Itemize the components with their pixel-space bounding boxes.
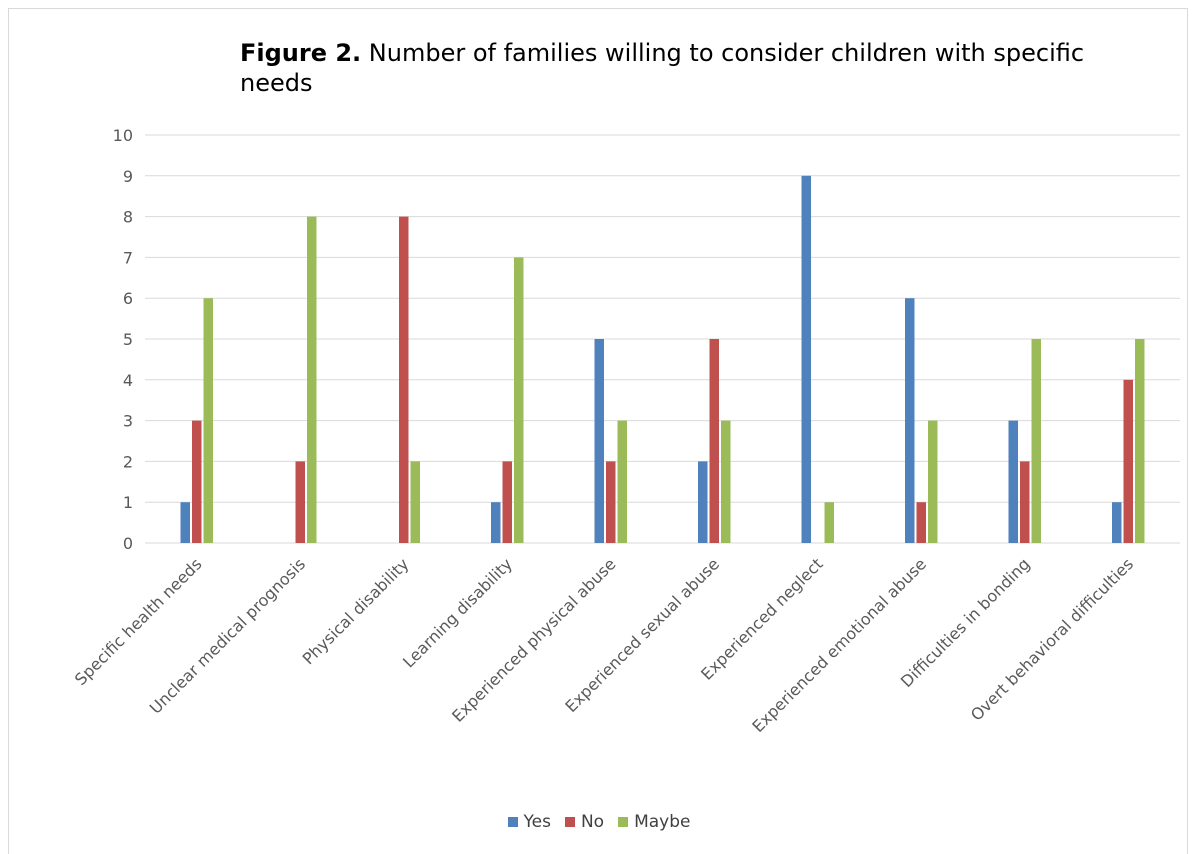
bar-maybe <box>1031 339 1041 543</box>
bar-no <box>709 339 719 543</box>
legend-item-yes: Yes <box>507 812 551 832</box>
bar-no <box>399 216 409 543</box>
bar-yes <box>1112 502 1122 543</box>
bar-maybe <box>721 420 731 543</box>
y-tick-label: 8 <box>123 208 133 227</box>
gridlines <box>145 134 1180 544</box>
x-tick-label: Physical disability <box>299 554 413 668</box>
legend-swatch-no <box>564 817 575 827</box>
bar-yes <box>698 461 708 543</box>
bar-yes <box>180 502 190 543</box>
x-tick-label: Overt behavioral difficulties <box>967 554 1137 724</box>
y-tick-label: 9 <box>123 167 133 186</box>
legend-item-maybe: Maybe <box>618 812 690 832</box>
bar-yes <box>801 175 811 544</box>
y-tick-label: 3 <box>123 412 133 431</box>
y-tick-label: 0 <box>123 534 133 553</box>
y-tick-label: 1 <box>123 493 133 512</box>
bar-no <box>606 461 616 543</box>
bar-maybe <box>617 420 627 543</box>
bar-no <box>1123 379 1133 543</box>
bar-no <box>502 461 512 543</box>
legend-swatch-maybe <box>618 817 629 827</box>
bar-maybe <box>928 420 938 543</box>
bar-yes <box>905 298 915 543</box>
legend-label-maybe: Maybe <box>634 812 691 832</box>
x-tick-label: Experienced emotional abuse <box>748 554 930 736</box>
bar-maybe <box>1135 339 1145 543</box>
y-tick-label: 2 <box>123 452 133 471</box>
bar-no <box>1020 461 1030 543</box>
y-tick-label: 10 <box>113 126 133 145</box>
bar-maybe <box>307 216 317 543</box>
y-tick-label: 7 <box>123 248 133 267</box>
legend: Yes No Maybe <box>0 812 1198 832</box>
bar-maybe <box>514 257 524 543</box>
y-tick-label: 6 <box>123 289 133 308</box>
legend-swatch-yes <box>507 817 518 827</box>
bar-yes <box>1008 420 1018 543</box>
bars <box>180 175 1145 544</box>
bar-yes <box>491 502 501 543</box>
chart-title-bold: Figure 2. <box>240 39 362 67</box>
legend-label-yes: Yes <box>523 812 551 832</box>
bar-no <box>192 420 202 543</box>
bar-no <box>916 502 926 543</box>
chart-title: Figure 2. Number of families willing to … <box>240 38 1100 98</box>
x-tick-label: Experienced physical abuse <box>448 554 619 725</box>
bar-maybe <box>824 502 834 543</box>
legend-label-no: No <box>580 812 605 832</box>
x-tick-label: Learning disability <box>399 554 516 671</box>
bar-no <box>295 461 305 543</box>
y-tick-labels: 0 1 2 3 4 5 6 7 8 9 10 <box>113 126 133 553</box>
bar-yes <box>594 339 604 543</box>
bar-maybe <box>203 298 213 543</box>
bar-maybe <box>410 461 420 543</box>
chart-title-rest: Number of families willing to consider c… <box>240 39 1085 97</box>
legend-item-no: No <box>564 812 605 832</box>
y-tick-label: 4 <box>123 371 133 390</box>
y-tick-label: 5 <box>123 330 133 349</box>
